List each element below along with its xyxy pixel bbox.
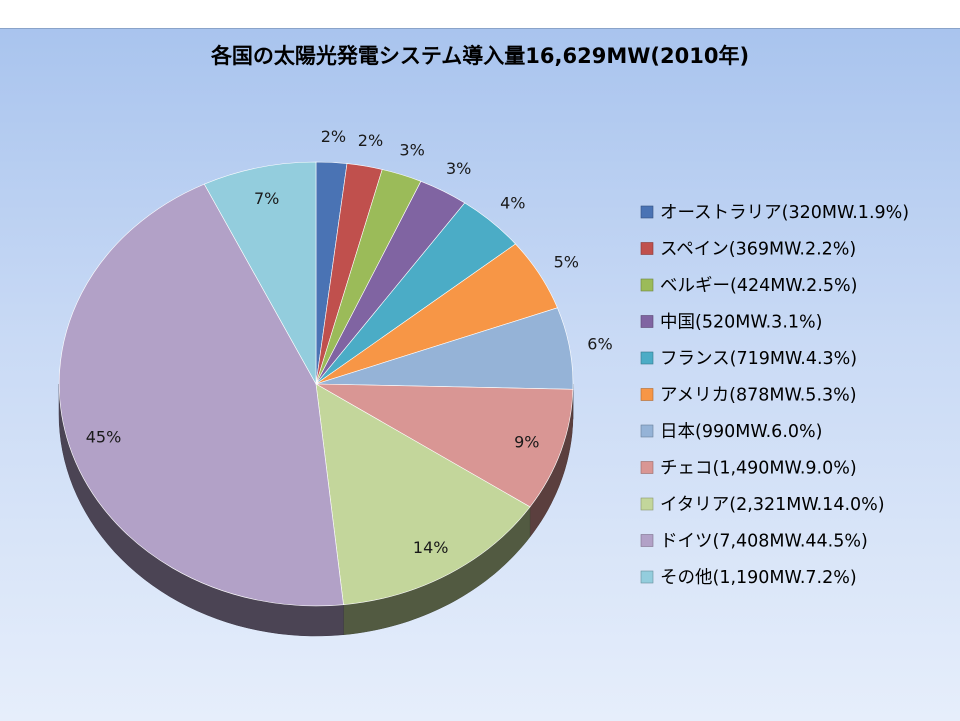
pie-percent-label-8: 14% bbox=[413, 538, 449, 557]
pie-percent-label-4: 4% bbox=[500, 194, 525, 213]
legend-swatch-4 bbox=[641, 352, 653, 364]
legend-label-8: イタリア(2,321MW.14.0%) bbox=[660, 495, 885, 515]
pie-percent-label-1: 2% bbox=[358, 131, 383, 150]
legend-swatch-7 bbox=[641, 462, 653, 474]
pie-percent-label-0: 2% bbox=[321, 127, 346, 146]
pie-chart: 各国の太陽光発電システム導入量16,629MW(2010年) 2% 2% 3% 3% 4… bbox=[0, 29, 960, 721]
legend: オーストラリア(320MW.1.9%) スペイン(369MW.2.2%) ベルギー(… bbox=[641, 203, 909, 588]
pie-percent-label-10: 7% bbox=[254, 189, 279, 208]
pie-percent-label-6: 6% bbox=[587, 335, 612, 354]
legend-label-3: 中国(520MW.3.1%) bbox=[660, 313, 822, 333]
legend-swatch-8 bbox=[641, 498, 653, 510]
legend-label-0: オーストラリア(320MW.1.9%) bbox=[660, 203, 909, 223]
legend-label-5: アメリカ(878MW.5.3%) bbox=[660, 386, 857, 406]
legend-label-6: 日本(990MW.6.0%) bbox=[660, 422, 822, 442]
pie-percent-label-9: 45% bbox=[86, 428, 122, 447]
legend-swatch-1 bbox=[641, 243, 653, 255]
legend-swatch-6 bbox=[641, 425, 653, 437]
legend-label-4: フランス(719MW.4.3%) bbox=[660, 349, 857, 369]
legend-swatch-9 bbox=[641, 535, 653, 547]
legend-swatch-5 bbox=[641, 389, 653, 401]
pie-percent-label-2: 3% bbox=[399, 141, 424, 160]
legend-label-9: ドイツ(7,408MW.44.5%) bbox=[660, 532, 868, 552]
legend-label-1: スペイン(369MW.2.2%) bbox=[660, 240, 856, 260]
pie-percent-label-5: 5% bbox=[554, 252, 579, 271]
legend-label-2: ベルギー(424MW.2.5%) bbox=[660, 276, 857, 296]
legend-swatch-2 bbox=[641, 279, 653, 291]
legend-label-10: その他(1,190MW.7.2%) bbox=[660, 568, 857, 588]
legend-label-7: チェコ(1,490MW.9.0%) bbox=[660, 459, 857, 479]
legend-swatch-10 bbox=[641, 571, 653, 583]
legend-swatch-0 bbox=[641, 206, 653, 218]
pie-percent-label-3: 3% bbox=[446, 159, 471, 178]
pie-slices bbox=[59, 162, 573, 606]
pie-percent-label-7: 9% bbox=[514, 432, 539, 451]
chart-title: 各国の太陽光発電システム導入量16,629MW(2010年) bbox=[210, 44, 749, 68]
chart-area: 各国の太陽光発電システム導入量16,629MW(2010年) 2% 2% 3% 3% 4… bbox=[0, 28, 960, 721]
legend-swatch-3 bbox=[641, 316, 653, 328]
